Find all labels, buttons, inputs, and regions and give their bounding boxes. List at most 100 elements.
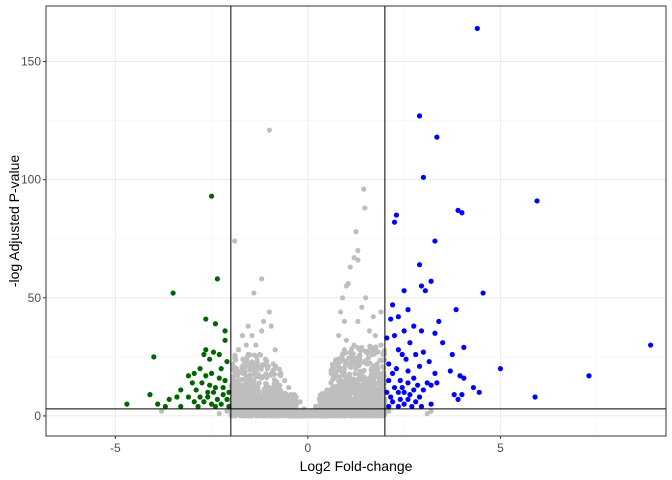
point-not-significant [274, 382, 280, 388]
point-upregulated [480, 290, 486, 296]
point-not-significant [328, 380, 334, 386]
point-downregulated [199, 380, 205, 386]
point-not-significant [264, 366, 271, 372]
point-upregulated [391, 384, 398, 391]
point-not-significant [378, 309, 384, 315]
point-not-significant [312, 403, 319, 410]
point-not-significant [262, 356, 269, 362]
point-not-significant [332, 394, 339, 400]
point-downregulated [208, 193, 215, 199]
point-not-significant [289, 410, 295, 416]
point-not-significant [246, 409, 252, 415]
point-not-significant [263, 401, 269, 408]
point-upregulated [432, 370, 438, 376]
point-not-significant [316, 412, 322, 418]
point-not-significant [356, 362, 362, 368]
point-upregulated [386, 403, 392, 410]
point-not-significant [243, 342, 249, 348]
point-downregulated [226, 389, 232, 395]
point-not-significant [282, 377, 288, 384]
point-downregulated [195, 403, 201, 410]
point-upregulated [428, 382, 434, 388]
point-upregulated [395, 314, 401, 320]
point-downregulated [197, 394, 203, 400]
point-upregulated [399, 351, 405, 358]
point-upregulated [474, 25, 480, 32]
point-not-significant [360, 390, 366, 396]
point-not-significant [259, 328, 265, 334]
point-upregulated [416, 262, 423, 268]
point-upregulated [648, 342, 654, 348]
point-not-significant [353, 229, 359, 235]
point-upregulated [411, 375, 417, 381]
point-upregulated [416, 113, 423, 119]
point-upregulated [411, 387, 417, 393]
point-upregulated [461, 344, 467, 350]
point-upregulated [457, 373, 463, 379]
point-not-significant [376, 370, 382, 376]
point-not-significant [355, 257, 361, 263]
point-downregulated [218, 401, 224, 407]
point-upregulated [449, 351, 455, 358]
point-not-significant [249, 332, 255, 339]
point-upregulated [586, 373, 592, 379]
point-upregulated [395, 347, 401, 353]
point-upregulated [405, 307, 411, 313]
point-upregulated [401, 389, 407, 395]
point-upregulated [393, 366, 400, 372]
point-upregulated [416, 394, 423, 400]
point-not-significant [158, 408, 165, 414]
point-upregulated [395, 403, 401, 410]
point-not-significant [341, 318, 348, 325]
point-not-significant [369, 352, 375, 358]
point-not-significant [239, 397, 246, 403]
point-not-significant [374, 361, 380, 367]
point-not-significant [259, 276, 265, 282]
point-not-significant [238, 409, 244, 415]
point-not-significant [363, 295, 369, 301]
point-not-significant [361, 374, 367, 380]
point-downregulated [208, 370, 215, 376]
point-upregulated [428, 278, 434, 284]
point-not-significant [297, 399, 303, 405]
point-not-significant [337, 399, 343, 405]
point-upregulated [389, 370, 396, 376]
point-not-significant [370, 382, 376, 388]
point-not-significant [367, 343, 373, 349]
point-not-significant [271, 371, 278, 377]
point-not-significant [269, 400, 275, 406]
point-not-significant [251, 290, 257, 296]
point-upregulated [470, 384, 477, 391]
x-tick-label: 0 [305, 441, 312, 455]
point-upregulated [459, 210, 465, 216]
point-not-significant [264, 413, 270, 419]
point-not-significant [321, 397, 327, 403]
point-not-significant [230, 411, 236, 417]
point-downregulated [178, 387, 184, 393]
grid [46, 6, 666, 436]
point-downregulated [201, 399, 207, 405]
point-not-significant [378, 403, 384, 409]
point-not-significant [366, 387, 372, 393]
point-downregulated [205, 389, 211, 395]
point-not-significant [311, 412, 317, 418]
point-upregulated [413, 351, 419, 358]
point-upregulated [386, 377, 392, 384]
point-not-significant [366, 328, 373, 334]
point-not-significant [369, 375, 375, 382]
point-downregulated [212, 321, 219, 327]
point-not-significant [349, 351, 355, 358]
point-not-significant [336, 332, 342, 339]
point-not-significant [255, 366, 261, 372]
point-downregulated [191, 370, 197, 376]
point-not-significant [370, 314, 376, 320]
point-not-significant [355, 377, 361, 384]
point-not-significant [233, 401, 239, 407]
point-not-significant [343, 337, 349, 343]
point-not-significant [361, 186, 367, 192]
point-upregulated [409, 403, 415, 410]
point-not-significant [368, 366, 374, 372]
point-upregulated [418, 283, 425, 289]
point-not-significant [352, 397, 358, 403]
point-not-significant [428, 408, 434, 414]
